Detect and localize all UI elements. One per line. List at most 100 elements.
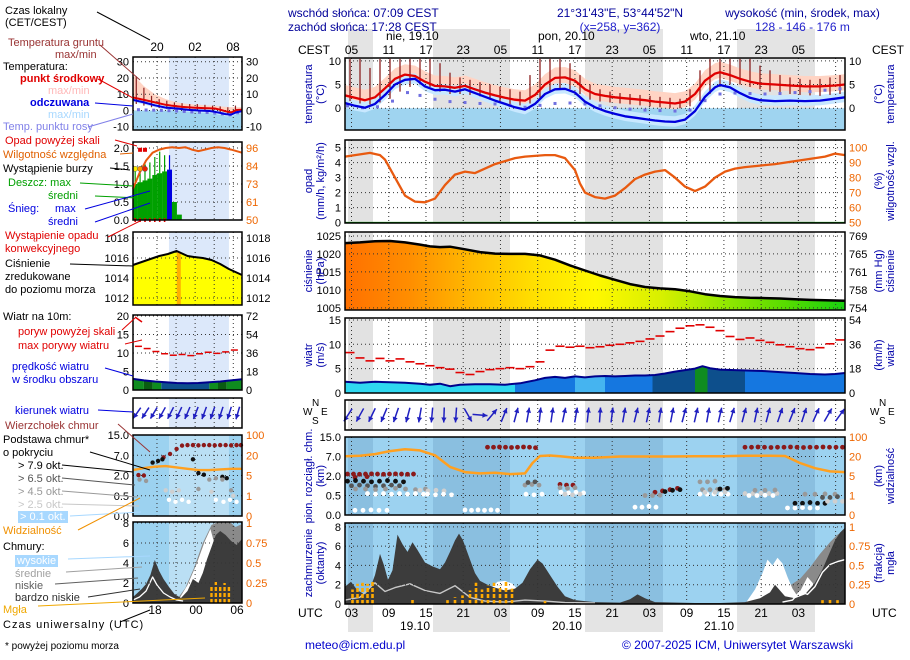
svg-text:72: 72 xyxy=(246,311,258,323)
legend-max-gusts: max porywy wiatru xyxy=(18,340,110,352)
svg-text:18: 18 xyxy=(849,364,861,376)
svg-text:7.0: 7.0 xyxy=(114,450,129,462)
legend-convective-1: Wystąpienie opadu xyxy=(5,230,99,242)
svg-text:1.5: 1.5 xyxy=(114,161,129,173)
contact-email-link[interactable]: meteo@icm.edu.pl xyxy=(305,638,406,652)
svg-text:03: 03 xyxy=(345,606,359,620)
compass-e-icon: E xyxy=(321,407,328,418)
legend-rel-humidity: Wilgotność względna xyxy=(3,149,107,161)
svg-text:50: 50 xyxy=(246,215,258,227)
local-time-label: Czas lokalny (CET/CEST) xyxy=(5,5,68,29)
legend-snow-max: max xyxy=(55,203,76,215)
legend-convective-2: konwekcyjnego xyxy=(5,243,81,255)
svg-text:1010: 1010 xyxy=(317,285,341,297)
svg-text:54: 54 xyxy=(849,315,861,327)
legend-wind-speed-2: w środku obszaru xyxy=(12,374,99,386)
svg-text:1012: 1012 xyxy=(246,293,270,305)
legend-pressure-1: Ciśnienie xyxy=(5,258,51,270)
svg-text:1: 1 xyxy=(335,203,341,215)
svg-text:0: 0 xyxy=(849,388,855,400)
svg-text:5: 5 xyxy=(123,366,129,378)
svg-text:8: 8 xyxy=(123,518,129,530)
legend-wind10m: Wiatr na 10m: xyxy=(3,311,72,323)
legend-gust-overscale: poryw powyżej skali xyxy=(18,326,116,338)
svg-text:3: 3 xyxy=(335,173,341,185)
svg-text:5: 5 xyxy=(335,143,341,155)
svg-text:wto, 21.10: wto, 21.10 xyxy=(689,29,746,43)
svg-text:21: 21 xyxy=(606,606,620,620)
svg-text:20: 20 xyxy=(117,73,129,85)
svg-text:06: 06 xyxy=(230,603,244,617)
svg-text:1018: 1018 xyxy=(105,233,129,245)
svg-text:1: 1 xyxy=(246,518,252,530)
mini-cloud-extent: 0.0 0 0.5 1 2.0 5 7.0 20 15.0 100 xyxy=(108,430,265,523)
svg-text:758: 758 xyxy=(849,285,867,297)
legend-okt-01: > 0.1 okt. xyxy=(18,511,68,523)
legend-clouds-high: wysokie xyxy=(15,555,59,567)
compass-s-icon: S xyxy=(312,416,319,427)
cest-label-right: CEST xyxy=(872,43,905,57)
svg-text:21.10: 21.10 xyxy=(704,619,734,633)
svg-text:5: 5 xyxy=(849,471,855,483)
svg-text:2.0: 2.0 xyxy=(326,471,341,483)
svg-text:100: 100 xyxy=(246,430,264,442)
svg-text:23: 23 xyxy=(606,43,620,57)
svg-text:20: 20 xyxy=(150,40,164,54)
svg-text:4: 4 xyxy=(123,558,129,570)
svg-text:2: 2 xyxy=(335,580,341,592)
svg-text:1016: 1016 xyxy=(246,253,270,265)
svg-text:769: 769 xyxy=(849,231,867,243)
mini-pressure: 1018 1018 1016 1016 1014 1014 1012 1012 xyxy=(105,231,270,306)
svg-text:1: 1 xyxy=(849,491,855,503)
svg-text:36: 36 xyxy=(849,339,861,351)
panel-cloud-extent: 0.0 0 0.5 1 2.0 5 7.0 20 15.0 100 xyxy=(320,432,868,522)
mini-wind-direction xyxy=(132,397,243,429)
legend-cloud-top: Wierzchołek chmur xyxy=(5,420,99,432)
panel-wind-direction xyxy=(343,399,846,431)
svg-text:05: 05 xyxy=(345,43,359,57)
mini-temperature: 30 30 20 20 10 10 0 0 -10 -10 xyxy=(113,56,262,134)
svg-text:1025: 1025 xyxy=(317,231,341,243)
sunrise-sunset: wschód słońca: 07:09 CEST zachód słońca: … xyxy=(288,6,439,34)
legend-visibility: Widzialność xyxy=(3,525,62,537)
svg-text:08: 08 xyxy=(226,40,240,54)
svg-text:0.5: 0.5 xyxy=(326,491,341,503)
svg-text:03: 03 xyxy=(643,606,657,620)
svg-text:-10: -10 xyxy=(113,122,129,134)
utc-label-right: UTC xyxy=(872,606,897,620)
legend-pressure-2: zredukowane xyxy=(5,271,71,283)
svg-text:0.0: 0.0 xyxy=(114,215,129,227)
legend-rain-mean: średni xyxy=(48,190,78,202)
svg-text:0: 0 xyxy=(123,385,129,397)
svg-text:54: 54 xyxy=(246,329,258,341)
svg-text:1: 1 xyxy=(246,491,252,503)
legend-cloud-base-1: Podstawa chmur* xyxy=(3,434,90,446)
svg-text:10: 10 xyxy=(329,339,341,351)
svg-text:5: 5 xyxy=(335,364,341,376)
legend-pressure-3: do poziomu morza xyxy=(5,284,96,296)
footnote: * powyżej poziomu morza xyxy=(5,641,119,652)
svg-text:0: 0 xyxy=(246,105,252,117)
svg-text:nie, 19.10: nie, 19.10 xyxy=(386,29,439,43)
svg-text:4: 4 xyxy=(335,158,341,170)
svg-text:02: 02 xyxy=(188,40,202,54)
svg-text:0.5: 0.5 xyxy=(849,560,864,572)
svg-text:1020: 1020 xyxy=(317,249,341,261)
legend-okt-25: > 2.5 okt. xyxy=(18,499,64,511)
svg-text:0: 0 xyxy=(335,599,341,611)
svg-text:00: 00 xyxy=(189,603,203,617)
svg-text:0.5: 0.5 xyxy=(246,558,261,570)
svg-text:0.0: 0.0 xyxy=(114,511,129,523)
svg-text:90: 90 xyxy=(849,158,861,170)
svg-text:30: 30 xyxy=(117,57,129,69)
svg-text:15: 15 xyxy=(717,606,731,620)
legend-feels-like: odczuwana xyxy=(30,97,90,109)
svg-text:0: 0 xyxy=(849,103,855,115)
svg-text:4: 4 xyxy=(335,560,341,572)
legend-wind-speed-1: prędkość wiatru xyxy=(12,361,90,373)
compass-w-icon: W xyxy=(303,407,313,418)
svg-text:0.5: 0.5 xyxy=(114,491,129,503)
svg-text:15.0: 15.0 xyxy=(108,430,129,442)
svg-text:11: 11 xyxy=(531,43,544,57)
